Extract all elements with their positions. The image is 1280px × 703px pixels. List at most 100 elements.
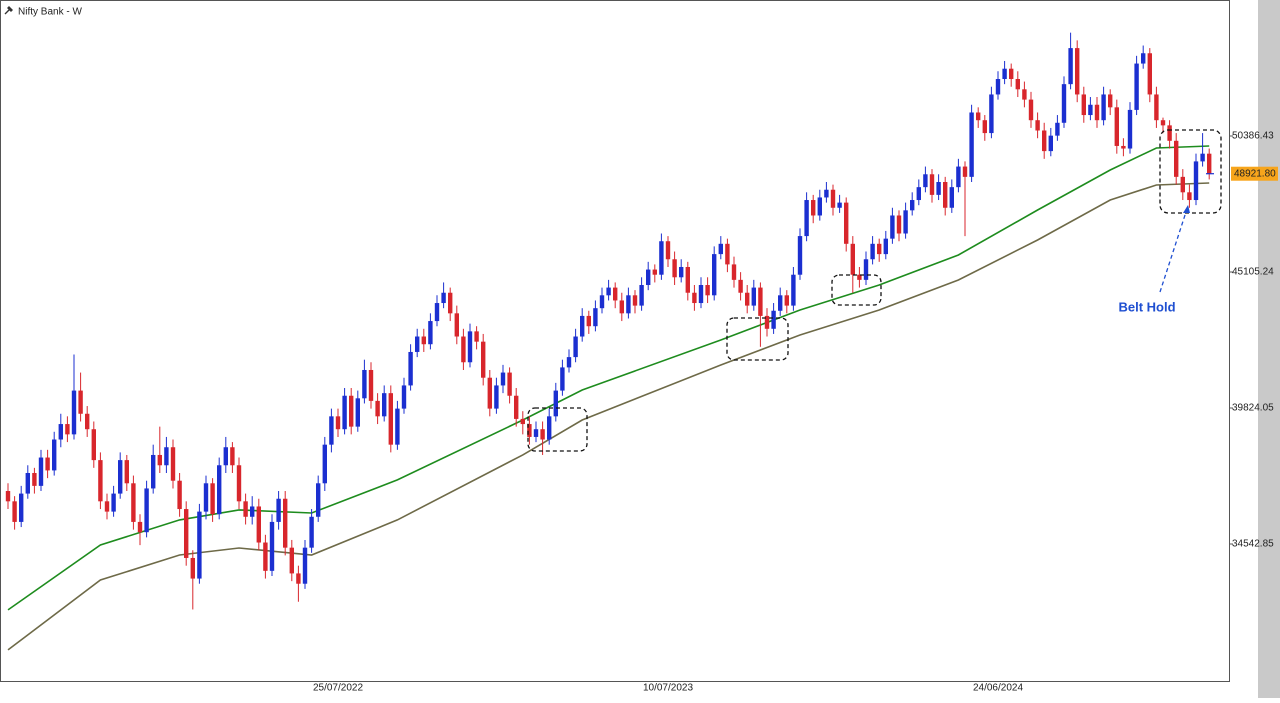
candle-body (1035, 120, 1040, 131)
candle-body (1055, 122, 1060, 136)
candle-body (309, 516, 314, 548)
candle-body (104, 501, 110, 512)
candle-body (1187, 192, 1192, 201)
candle-body (19, 493, 24, 522)
candle-body (824, 189, 829, 198)
candle-body (382, 393, 387, 417)
candle-body (527, 424, 532, 437)
candle-body (804, 200, 809, 237)
candle-body (1134, 63, 1139, 110)
annotation-label: Belt Hold (1118, 299, 1175, 314)
candle-body (131, 483, 136, 522)
candle-body (250, 506, 255, 517)
candle-body (791, 274, 796, 306)
candle-body (474, 331, 479, 342)
candle-body (1207, 153, 1212, 174)
candle-body (652, 269, 657, 275)
candle-body (421, 336, 426, 345)
candle-body (837, 202, 842, 208)
candle-body (718, 243, 723, 255)
candle-body (679, 266, 684, 278)
candle-body (738, 279, 743, 293)
candle-body (454, 313, 459, 337)
candle-body (962, 166, 968, 177)
candle-body (1167, 125, 1172, 141)
candle-body (408, 351, 413, 386)
candle-body (1114, 107, 1119, 146)
candle-body (52, 439, 57, 471)
candle-body (1068, 48, 1073, 85)
candle-body (98, 460, 103, 502)
candle-body (494, 385, 499, 409)
candle-body (573, 336, 578, 358)
candle-body (190, 557, 195, 579)
candle-body (355, 398, 360, 427)
candle-body (91, 429, 96, 461)
candle-body (1200, 153, 1205, 162)
candle-body (969, 112, 974, 177)
candle-body (507, 372, 512, 396)
y-tick-label: 34542.85 (1232, 539, 1274, 550)
candle-body (778, 295, 783, 311)
candle-body (289, 547, 294, 574)
moving-average-line (7, 145, 1210, 611)
candle-body (639, 285, 644, 306)
candle-body (296, 573, 301, 584)
candle-body (606, 287, 611, 296)
candle-body (230, 447, 235, 466)
candle-body (646, 269, 651, 286)
candle-body (560, 367, 565, 391)
candle-body (1174, 140, 1179, 177)
candle-body (619, 300, 624, 314)
candle-body (184, 509, 189, 558)
candle-body (764, 315, 770, 329)
candle-body (916, 187, 921, 201)
candle-body (712, 254, 717, 296)
candle-body (632, 295, 638, 306)
candle-body (203, 483, 209, 512)
candle-body (197, 511, 202, 579)
candle-body (388, 393, 393, 445)
candle-body (705, 285, 710, 296)
candle-body (32, 472, 37, 486)
candle-body (500, 372, 506, 386)
candle-body (467, 331, 473, 363)
pattern-boxes (527, 129, 1222, 452)
candle-body (1048, 135, 1053, 152)
candle-body (1075, 48, 1080, 95)
candle-body (481, 341, 486, 378)
candle-body (1015, 79, 1020, 90)
candle-body (217, 465, 222, 515)
candle-body (78, 390, 83, 414)
candle-body (1094, 104, 1100, 121)
candle-body (811, 200, 816, 216)
candle-body (553, 390, 558, 417)
candle-body (533, 429, 539, 437)
candle-body (751, 287, 756, 306)
candle-body (448, 292, 453, 314)
candle-body (1180, 176, 1185, 193)
candle-body (164, 447, 169, 466)
candle-body (316, 483, 321, 517)
candle-body (936, 182, 941, 195)
chart-title: Nifty Bank - W (18, 7, 82, 18)
x-tick-label: 10/07/2023 (643, 683, 693, 694)
candle-body (613, 287, 618, 301)
candle-body (1009, 68, 1014, 80)
candle-body (830, 189, 836, 208)
candle-body (1160, 120, 1166, 126)
candle-body (368, 369, 374, 401)
candle-body (415, 336, 420, 352)
candle-body (949, 187, 954, 208)
x-tick-label: 24/06/2024 (973, 683, 1023, 694)
candle-body (302, 547, 308, 584)
candle-body (434, 303, 440, 322)
candle-body (626, 295, 631, 314)
candle-body (177, 480, 182, 510)
candle-body (157, 454, 162, 466)
candle-body (797, 236, 803, 275)
candle-body (989, 94, 994, 134)
candle-body (1101, 94, 1106, 121)
